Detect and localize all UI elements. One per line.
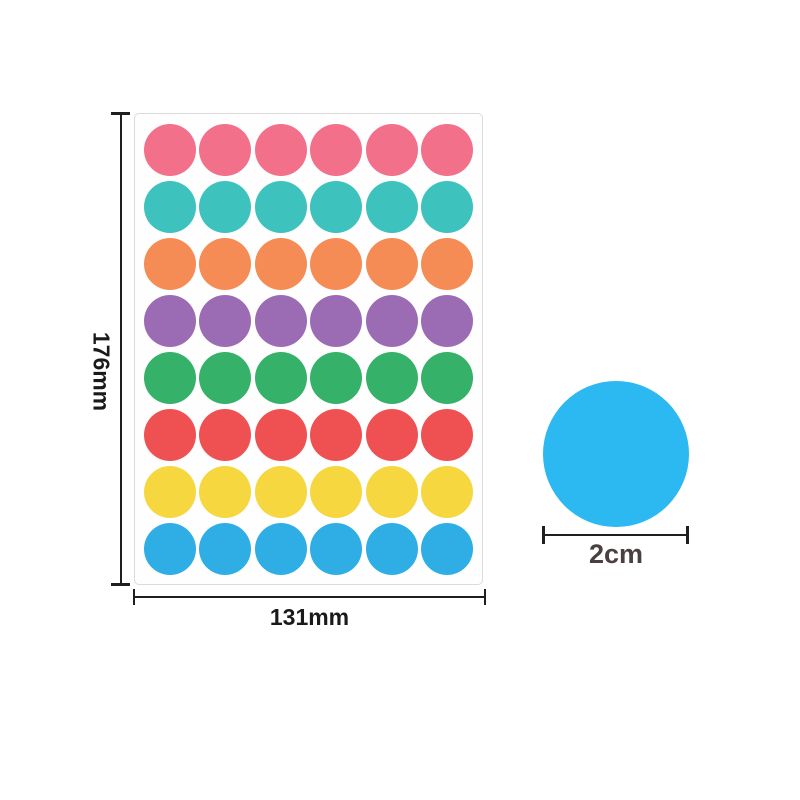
width-dimension-line — [134, 596, 485, 598]
sample-dimension-tick-right — [686, 526, 689, 544]
sticker-dot-teal — [254, 181, 307, 233]
sticker-dot-pink — [199, 124, 252, 176]
sticker-dot-purple — [254, 295, 307, 347]
sticker-sheet — [134, 113, 483, 585]
sticker-dot-blue — [144, 523, 196, 575]
sticker-dot-red — [420, 409, 473, 461]
sticker-dot-teal — [420, 181, 473, 233]
sticker-dot-green — [420, 352, 473, 404]
sticker-dot-orange — [144, 238, 196, 290]
sticker-dot-purple — [310, 295, 363, 347]
sticker-dot-yellow — [310, 466, 363, 518]
sticker-dot-pink — [254, 124, 307, 176]
sticker-dot-teal — [310, 181, 363, 233]
width-dimension-tick-right — [484, 589, 486, 605]
sticker-dot-green — [254, 352, 307, 404]
sticker-dot-red — [199, 409, 252, 461]
sticker-dot-purple — [365, 295, 418, 347]
sample-sticker-dot — [543, 381, 689, 527]
sticker-dot-orange — [254, 238, 307, 290]
sticker-dot-blue — [420, 523, 473, 575]
sticker-dot-yellow — [199, 466, 252, 518]
height-dimension-tick-bottom — [111, 583, 130, 586]
sticker-dot-yellow — [254, 466, 307, 518]
sticker-row-blue — [144, 523, 473, 575]
sticker-row-purple — [144, 295, 473, 347]
width-dimension-label: 131mm — [269, 604, 350, 630]
sticker-dot-green — [365, 352, 418, 404]
sticker-row-teal — [144, 181, 473, 233]
width-dimension-tick-left — [133, 589, 135, 605]
sticker-dot-green — [144, 352, 196, 404]
sticker-dot-blue — [310, 523, 363, 575]
height-dimension-tick-top — [111, 112, 130, 115]
sticker-dot-green — [310, 352, 363, 404]
sticker-dot-teal — [199, 181, 252, 233]
sticker-dot-pink — [420, 124, 473, 176]
sticker-dot-blue — [199, 523, 252, 575]
sticker-dot-orange — [310, 238, 363, 290]
sticker-dot-teal — [144, 181, 196, 233]
sticker-dot-blue — [254, 523, 307, 575]
sticker-dot-purple — [199, 295, 252, 347]
height-dimension-label: 176mm — [88, 331, 115, 412]
sticker-dot-teal — [365, 181, 418, 233]
sticker-dot-green — [199, 352, 252, 404]
sticker-dot-yellow — [365, 466, 418, 518]
sticker-dot-red — [144, 409, 196, 461]
sticker-row-pink — [144, 124, 473, 176]
sticker-dot-red — [310, 409, 363, 461]
sticker-dot-orange — [420, 238, 473, 290]
sample-diameter-label: 2cm — [588, 539, 644, 569]
sticker-dot-pink — [144, 124, 196, 176]
sticker-dot-purple — [144, 295, 196, 347]
sticker-row-orange — [144, 238, 473, 290]
sample-dimension-line — [543, 534, 689, 536]
sticker-dot-blue — [365, 523, 418, 575]
height-dimension-line — [120, 113, 122, 585]
sticker-row-yellow — [144, 466, 473, 518]
sample-dimension-tick-left — [542, 526, 545, 544]
sticker-dot-pink — [310, 124, 363, 176]
sticker-dot-yellow — [420, 466, 473, 518]
sticker-dot-red — [365, 409, 418, 461]
sticker-dot-orange — [365, 238, 418, 290]
sticker-dot-purple — [420, 295, 473, 347]
sticker-dot-red — [254, 409, 307, 461]
sticker-dot-pink — [365, 124, 418, 176]
sticker-dot-yellow — [144, 466, 196, 518]
sticker-row-red — [144, 409, 473, 461]
sticker-row-green — [144, 352, 473, 404]
sticker-dot-orange — [199, 238, 252, 290]
